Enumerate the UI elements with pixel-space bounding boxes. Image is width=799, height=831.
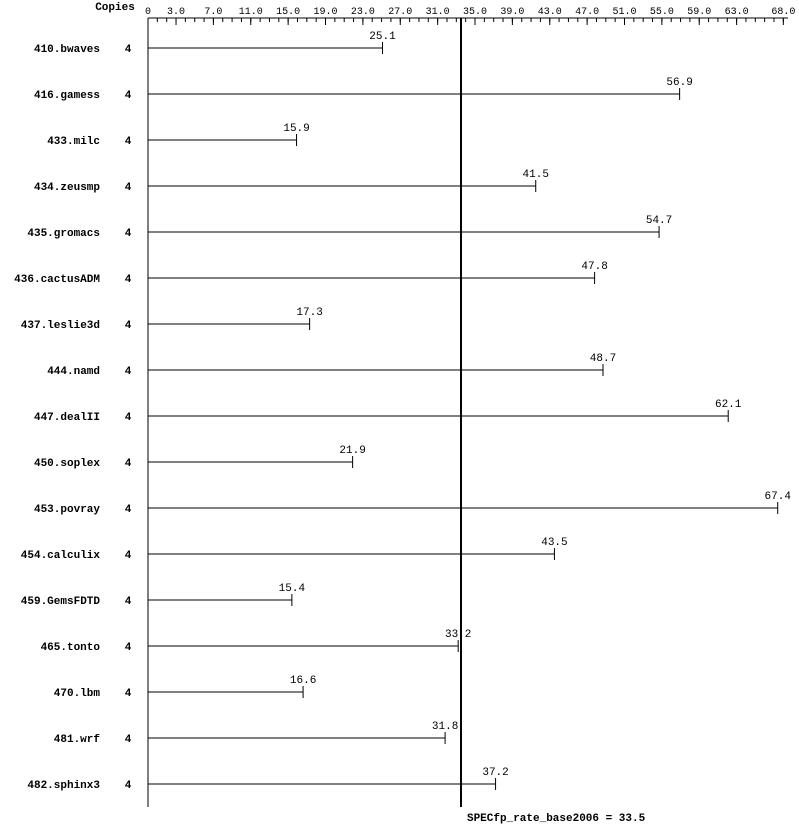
benchmark-name: 459.GemsFDTD bbox=[21, 596, 101, 608]
benchmark-copies: 4 bbox=[125, 596, 132, 608]
x-axis-tick-label: 3.0 bbox=[167, 7, 185, 18]
copies-column-header: Copies bbox=[95, 2, 135, 14]
benchmark-value-label: 31.8 bbox=[432, 721, 458, 733]
benchmark-copies: 4 bbox=[125, 504, 132, 516]
benchmark-value-label: 41.5 bbox=[523, 169, 549, 181]
benchmark-name: 416.gamess bbox=[34, 90, 100, 102]
benchmark-value-label: 15.4 bbox=[279, 583, 306, 595]
x-axis-tick-label: 51.0 bbox=[612, 7, 636, 18]
benchmark-copies: 4 bbox=[125, 228, 132, 240]
benchmark-value-label: 16.6 bbox=[290, 675, 316, 687]
benchmark-value-label: 33.2 bbox=[445, 629, 471, 641]
benchmark-copies: 4 bbox=[125, 44, 132, 56]
benchmark-value-label: 21.9 bbox=[339, 445, 365, 457]
x-axis-tick-label: 7.0 bbox=[204, 7, 222, 18]
benchmark-copies: 4 bbox=[125, 136, 132, 148]
benchmark-value-label: 17.3 bbox=[296, 307, 322, 319]
benchmark-name: 410.bwaves bbox=[34, 44, 100, 56]
benchmark-copies: 4 bbox=[125, 734, 132, 746]
x-axis-tick-label: 11.0 bbox=[239, 7, 263, 18]
benchmark-copies: 4 bbox=[125, 412, 132, 424]
x-axis-tick-label: 55.0 bbox=[650, 7, 674, 18]
spec-benchmark-chart: 0 3.0 7.0 11.0 15.0 19.0 23.0 27.0 31.0 35.0 39.0 4… bbox=[0, 0, 799, 831]
benchmark-name: 482.sphinx3 bbox=[27, 780, 100, 792]
x-axis-tick-label: 59.0 bbox=[687, 7, 711, 18]
benchmark-name: 454.calculix bbox=[21, 550, 101, 562]
benchmark-copies: 4 bbox=[125, 90, 132, 102]
x-axis-tick-label: 15.0 bbox=[276, 7, 300, 18]
benchmark-value-label: 15.9 bbox=[283, 123, 309, 135]
x-axis-tick-label: 43.0 bbox=[538, 7, 562, 18]
benchmark-name: 444.namd bbox=[47, 366, 100, 378]
benchmark-value-label: 43.5 bbox=[541, 537, 567, 549]
x-axis-tick-label: 68.0 bbox=[771, 7, 795, 18]
benchmark-value-label: 47.8 bbox=[581, 261, 607, 273]
benchmark-value-label: 25.1 bbox=[369, 31, 396, 43]
benchmark-name: 450.soplex bbox=[34, 458, 100, 470]
benchmark-name: 436.cactusADM bbox=[14, 274, 100, 286]
benchmark-name: 470.lbm bbox=[54, 688, 101, 700]
x-axis-tick-label: 19.0 bbox=[314, 7, 338, 18]
benchmark-name: 481.wrf bbox=[54, 734, 101, 746]
x-axis-tick-label: 39.0 bbox=[500, 7, 524, 18]
benchmark-copies: 4 bbox=[125, 458, 132, 470]
benchmark-name: 437.leslie3d bbox=[21, 320, 100, 332]
benchmark-name: 434.zeusmp bbox=[34, 182, 100, 194]
x-axis-tick-label: 23.0 bbox=[351, 7, 375, 18]
benchmark-copies: 4 bbox=[125, 274, 132, 286]
benchmark-copies: 4 bbox=[125, 688, 132, 700]
benchmark-copies: 4 bbox=[125, 780, 132, 792]
benchmark-value-label: 54.7 bbox=[646, 215, 672, 227]
x-axis-tick-label: 27.0 bbox=[388, 7, 412, 18]
benchmark-value-label: 48.7 bbox=[590, 353, 616, 365]
benchmark-copies: 4 bbox=[125, 550, 132, 562]
benchmark-copies: 4 bbox=[125, 182, 132, 194]
benchmark-name: 447.dealII bbox=[34, 412, 100, 424]
benchmark-value-label: 37.2 bbox=[482, 767, 508, 779]
benchmark-name: 435.gromacs bbox=[27, 228, 100, 240]
benchmark-value-label: 67.4 bbox=[765, 491, 792, 503]
benchmark-copies: 4 bbox=[125, 642, 132, 654]
baseline-label: SPECfp_rate_base2006 = 33.5 bbox=[467, 813, 646, 825]
x-axis-tick-label: 0 bbox=[145, 7, 151, 18]
benchmark-name: 465.tonto bbox=[41, 642, 101, 654]
benchmark-copies: 4 bbox=[125, 320, 132, 332]
benchmark-name: 453.povray bbox=[34, 504, 100, 516]
x-axis-tick-label: 31.0 bbox=[426, 7, 450, 18]
benchmark-value-label: 62.1 bbox=[715, 399, 742, 411]
x-axis-tick-label: 63.0 bbox=[725, 7, 749, 18]
x-axis-tick-label: 47.0 bbox=[575, 7, 599, 18]
benchmark-copies: 4 bbox=[125, 366, 132, 378]
benchmark-name: 433.milc bbox=[47, 136, 100, 148]
benchmark-value-label: 56.9 bbox=[666, 77, 692, 89]
x-axis-tick-label: 35.0 bbox=[463, 7, 487, 18]
